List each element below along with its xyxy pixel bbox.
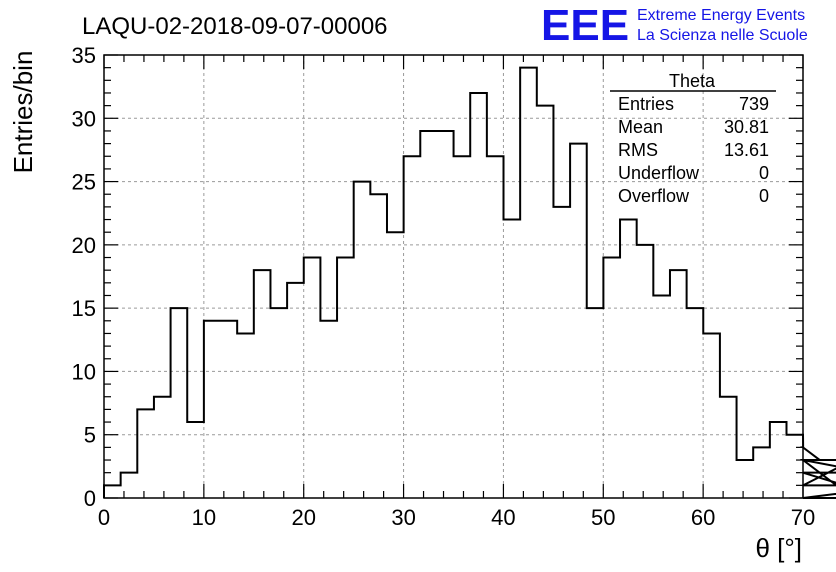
- histogram-bin: [354, 182, 371, 498]
- histogram-bin: [520, 68, 537, 498]
- histogram-bin: [287, 283, 304, 498]
- y-tick-label: 10: [72, 359, 96, 384]
- histogram-bin: [770, 422, 787, 498]
- histogram-bin: [454, 156, 471, 498]
- y-tick-label: 35: [72, 43, 96, 68]
- histogram-bin: [553, 207, 570, 498]
- tick-labels: 0 10 20 30 40 50 60 70 0 5 10 15 20 25 30 35: [72, 43, 816, 530]
- y-tick-label: 15: [72, 296, 96, 321]
- histogram-bin: [587, 308, 604, 498]
- histogram-bin: [204, 321, 221, 498]
- plot-frame: [103, 54, 804, 499]
- histogram-bin: [603, 258, 620, 498]
- histogram-bin: [437, 131, 454, 498]
- stats-box: Theta Entries 739 Mean 30.81 RMS 13.61 U…: [610, 71, 776, 206]
- x-tick-label: 30: [391, 505, 415, 530]
- y-tick-label: 0: [84, 486, 96, 511]
- histogram-bin: [187, 422, 204, 498]
- stats-value-overflow: 0: [759, 186, 769, 206]
- histogram-bin: [687, 308, 704, 498]
- histogram-bin: [154, 397, 171, 498]
- x-tick-label: 50: [591, 505, 615, 530]
- eee-logo: EEE Extreme Energy Events La Scienza nel…: [541, 1, 808, 50]
- x-axis-label: θ [°]: [755, 533, 802, 563]
- stats-label-rms: RMS: [618, 140, 658, 160]
- x-tick-label: 60: [691, 505, 715, 530]
- y-tick-label: 20: [72, 233, 96, 258]
- histogram-bin: [720, 397, 737, 498]
- histogram-bin: [221, 321, 238, 498]
- histogram-bin: [737, 460, 754, 498]
- histogram-bin: [137, 409, 154, 498]
- histogram-bin: [304, 258, 321, 498]
- histogram-bin: [270, 308, 287, 498]
- eee-logo-line2: La Scienza nelle Scuole: [637, 27, 808, 44]
- stats-label-entries: Entries: [618, 94, 674, 114]
- stats-label-mean: Mean: [618, 117, 663, 137]
- stats-value-rms: 13.61: [724, 140, 769, 160]
- histogram-bin: [237, 333, 254, 498]
- x-tick-label: 10: [192, 505, 216, 530]
- y-tick-label: 25: [72, 170, 96, 195]
- histogram-bin: [387, 232, 404, 498]
- y-tick-label: 30: [72, 106, 96, 131]
- x-tick-label: 0: [98, 505, 110, 530]
- axis-ticks: [103, 54, 804, 499]
- stats-label-underflow: Underflow: [618, 163, 700, 183]
- histogram-bin: [637, 245, 654, 498]
- histogram-bin: [404, 156, 421, 498]
- histogram-outline: [103, 66, 836, 499]
- histogram-bin: [420, 131, 437, 498]
- x-tick-label: 40: [491, 505, 515, 530]
- eee-logo-mark: EEE: [541, 1, 629, 50]
- x-tick-label: 20: [291, 505, 315, 530]
- y-axis-label: Entries/bin: [8, 51, 38, 174]
- chart-title: LAQU-02-2018-09-07-00006: [82, 13, 388, 40]
- histogram-bin: [254, 270, 271, 498]
- eee-logo-line1: Extreme Energy Events: [637, 7, 805, 24]
- stats-value-entries: 739: [739, 94, 769, 114]
- grid-lines: [104, 55, 803, 498]
- histogram-bin: [171, 308, 188, 498]
- histogram-bin: [753, 447, 770, 498]
- histogram-bin: [370, 194, 387, 498]
- histogram-bin: [703, 333, 720, 498]
- histogram-bin: [487, 156, 504, 498]
- stats-label-overflow: Overflow: [618, 186, 690, 206]
- histogram-bin: [121, 473, 138, 498]
- histogram-bin: [653, 295, 670, 498]
- histogram-bin: [537, 106, 554, 498]
- x-tick-label: 70: [791, 505, 815, 530]
- histogram-bin: [104, 485, 121, 498]
- histogram-bin: [620, 220, 637, 498]
- stats-value-mean: 30.81: [724, 117, 769, 137]
- histogram-bin: [470, 93, 487, 498]
- histogram-bars: [103, 66, 836, 499]
- histogram-bin: [504, 220, 521, 498]
- histogram-bin: [570, 144, 587, 498]
- histogram-bin: [670, 270, 687, 498]
- histogram-bin: [320, 321, 337, 498]
- histogram-bin: [337, 258, 354, 498]
- y-tick-label: 5: [84, 423, 96, 448]
- stats-title: Theta: [669, 71, 716, 91]
- histogram-bin: [786, 435, 803, 498]
- stats-value-underflow: 0: [759, 163, 769, 183]
